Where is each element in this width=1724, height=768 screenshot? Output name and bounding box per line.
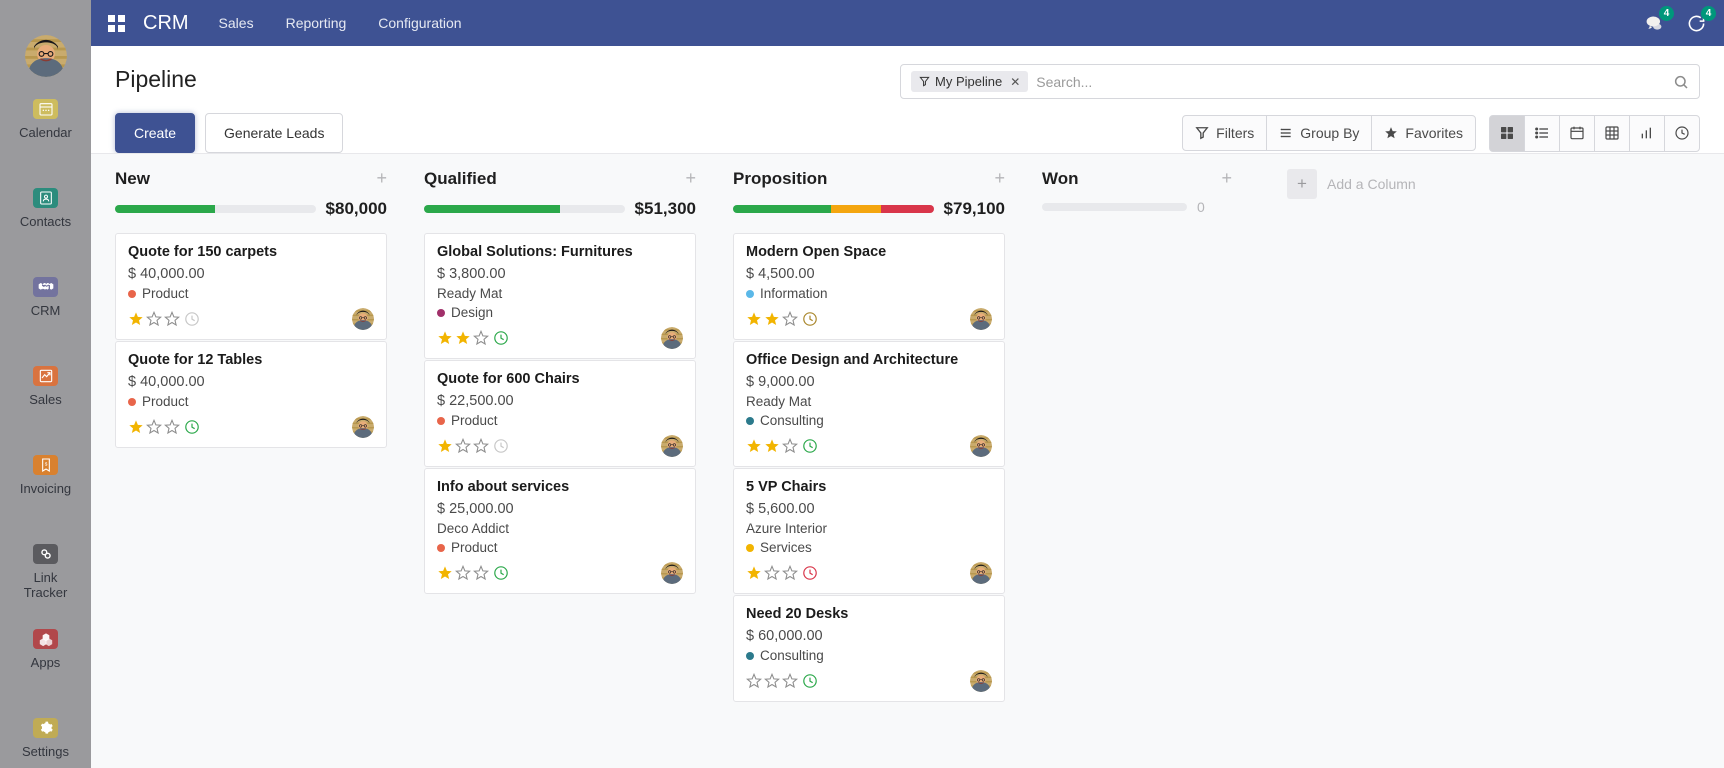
svg-text:$: $	[44, 462, 47, 467]
